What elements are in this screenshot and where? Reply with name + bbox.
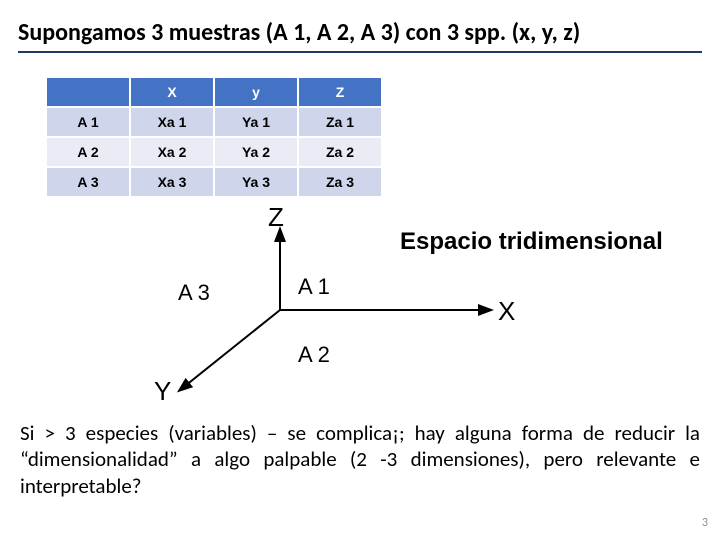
col-header: y [214,77,298,107]
a2-label: A 2 [298,342,330,368]
col-header: X [130,77,214,107]
table-row: A 3 Xa 3 Ya 3 Za 3 [46,167,382,197]
a3-label: A 3 [178,280,210,306]
table-row: A 1 Xa 1 Ya 1 Za 1 [46,107,382,137]
cell: Ya 2 [214,137,298,167]
table-corner [46,77,130,107]
row-header: A 3 [46,167,130,197]
row-header: A 1 [46,107,130,137]
row-header: A 2 [46,137,130,167]
y-axis [180,310,280,390]
cell: Ya 3 [214,167,298,197]
cell: Za 3 [298,167,382,197]
y-label: Y [154,376,171,407]
cell: Ya 1 [214,107,298,137]
cell: Za 2 [298,137,382,167]
page-title: Supongamos 3 muestras (A 1, A 2, A 3) co… [18,18,702,53]
cell: Xa 3 [130,167,214,197]
data-table: X y Z A 1 Xa 1 Ya 1 Za 1 A 2 Xa 2 Ya 2 Z… [45,76,383,198]
col-header: Z [298,77,382,107]
table-row: A 2 Xa 2 Ya 2 Za 2 [46,137,382,167]
a1-label: A 1 [298,274,330,300]
x-label: X [498,296,515,327]
cell: Xa 1 [130,107,214,137]
cell: Za 1 [298,107,382,137]
axes-diagram: Z X Y A 1 A 2 A 3 [120,220,500,400]
page-number: 3 [702,516,708,530]
z-label: Z [268,202,284,233]
axes-svg [120,220,500,400]
cell: Xa 2 [130,137,214,167]
body-paragraph: Si > 3 especies (variables) – se complic… [20,420,700,499]
